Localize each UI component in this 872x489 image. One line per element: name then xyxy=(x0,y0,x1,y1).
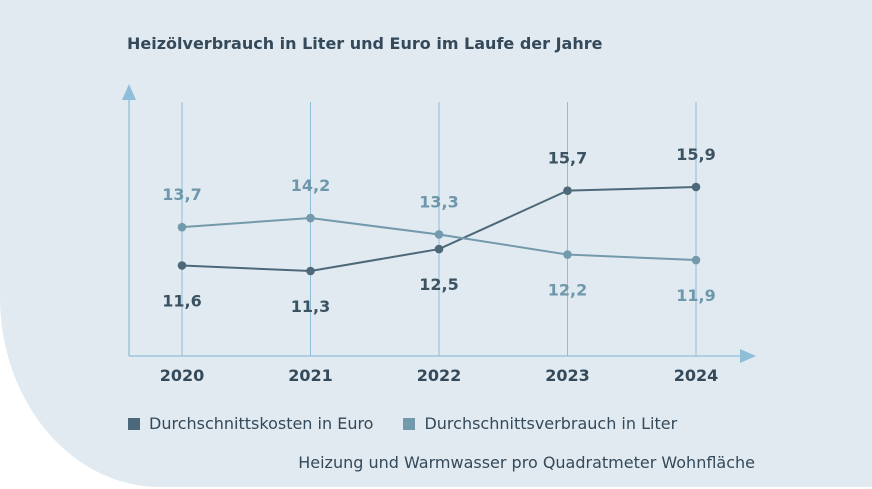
data-point xyxy=(563,250,572,259)
legend-item-liter: Durchschnittsverbrauch in Liter xyxy=(403,414,677,433)
x-tick-label: 2021 xyxy=(288,366,333,385)
x-tick-label: 2024 xyxy=(674,366,719,385)
legend-swatch-liter xyxy=(403,417,416,430)
x-tick-label: 2020 xyxy=(160,366,205,385)
data-label: 11,3 xyxy=(291,297,330,316)
data-label: 11,6 xyxy=(162,292,201,311)
legend-label-euro: Durchschnittskosten in Euro xyxy=(149,414,374,433)
data-label: 11,9 xyxy=(676,286,715,305)
legend-item-euro: Durchschnittskosten in Euro xyxy=(128,414,373,433)
x-axis-arrow xyxy=(740,349,756,363)
chart-title: Heizölverbrauch in Liter und Euro im Lau… xyxy=(127,34,603,53)
legend: Durchschnittskosten in Euro Durchschnitt… xyxy=(128,414,677,433)
data-label: 12,2 xyxy=(548,281,587,300)
chart-note: Heizung und Warmwasser pro Quadratmeter … xyxy=(298,453,755,472)
legend-swatch-euro xyxy=(128,417,140,430)
data-point xyxy=(434,244,444,254)
data-label: 13,3 xyxy=(419,192,458,211)
data-point xyxy=(691,182,701,192)
data-point xyxy=(177,222,187,232)
data-label: 15,9 xyxy=(676,145,715,164)
x-tick-label: 2022 xyxy=(417,366,462,385)
data-label: 12,5 xyxy=(419,275,458,294)
data-point xyxy=(306,266,315,276)
data-label: 14,2 xyxy=(291,176,330,195)
data-label: 13,7 xyxy=(162,185,201,204)
legend-label-liter: Durchschnittsverbrauch in Liter xyxy=(424,414,678,433)
data-label: 15,7 xyxy=(548,149,587,168)
data-point xyxy=(563,186,572,195)
data-point xyxy=(691,255,701,265)
data-point xyxy=(177,261,187,270)
y-axis-arrow xyxy=(122,84,136,100)
x-tick-label: 2023 xyxy=(545,366,590,385)
data-point xyxy=(434,230,444,239)
data-point xyxy=(306,213,315,223)
